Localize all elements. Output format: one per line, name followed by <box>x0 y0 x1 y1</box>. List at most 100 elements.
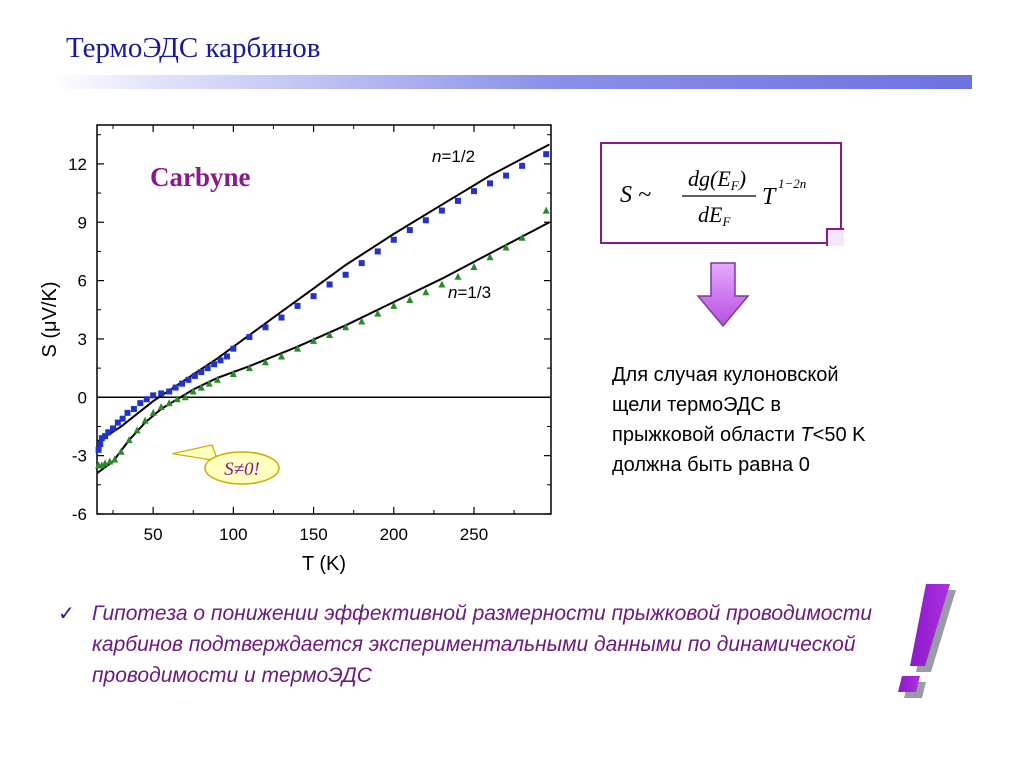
data-point-triangle <box>173 395 181 403</box>
data-point-triangle <box>342 323 350 331</box>
down-arrow-icon <box>696 262 750 328</box>
x-tick-label: 200 <box>380 525 408 544</box>
data-point-triangle <box>141 416 149 424</box>
data-point-square <box>191 372 198 379</box>
data-point-triangle <box>189 387 197 395</box>
formula-factor: T <box>762 184 777 210</box>
data-point-square <box>198 369 205 376</box>
data-point-square <box>217 357 224 364</box>
data-point-triangle <box>106 457 114 465</box>
chart-title: Carbyne <box>150 162 251 192</box>
series-label-n-third: n=1/3 <box>448 283 491 302</box>
data-point-triangle <box>518 233 526 241</box>
data-point-triangle <box>229 369 237 377</box>
x-tick-label: 50 <box>144 525 163 544</box>
explanation-line-2: щели термоЭДС в <box>612 394 782 416</box>
data-point-square <box>98 435 105 442</box>
data-point-triangle <box>438 280 446 288</box>
data-point-square <box>150 392 157 399</box>
data-point-square <box>487 180 494 187</box>
fit-line-n12 <box>96 143 550 443</box>
checkmark-icon: ✓ <box>58 603 75 625</box>
data-point-triangle <box>406 296 414 304</box>
data-point-triangle <box>310 336 318 344</box>
formula-box-corner-fold <box>826 228 844 246</box>
explanation-text: Для случая кулоновской щели термоЭДС в п… <box>612 360 952 480</box>
data-point-square <box>102 433 109 440</box>
y-tick-label: 0 <box>78 388 87 407</box>
data-point-triangle <box>261 358 269 366</box>
data-point-triangle <box>542 206 550 214</box>
data-point-square <box>119 415 126 422</box>
y-tick-label: 6 <box>78 272 87 291</box>
page-title: ТермоЭДС карбинов <box>66 32 321 64</box>
data-point-square <box>179 380 186 387</box>
explanation-line-3: прыжковой области T<50 K <box>612 420 952 450</box>
data-point-square <box>230 345 237 352</box>
data-point-triangle <box>149 408 157 416</box>
data-point-triangle <box>374 309 382 317</box>
x-tick-label: 100 <box>219 525 247 544</box>
title-underline-bar <box>52 75 972 89</box>
data-point-square <box>166 388 173 395</box>
explanation-line-3-post: <50 K <box>812 424 866 446</box>
y-tick-label: 3 <box>78 330 87 349</box>
y-tick-label: -6 <box>72 505 87 524</box>
data-point-triangle <box>326 331 334 339</box>
formula-lhs: S ~ <box>620 182 651 208</box>
data-point-square <box>223 353 230 360</box>
data-point-triangle <box>181 393 189 401</box>
data-point-triangle <box>197 383 205 391</box>
data-point-square <box>390 236 397 243</box>
fit-line-n13 <box>96 221 550 475</box>
x-axis-label: T (K) <box>302 553 346 575</box>
data-point-square <box>262 324 269 331</box>
plot-frame <box>96 124 552 515</box>
data-point-square <box>158 390 165 397</box>
data-point-square <box>422 217 429 224</box>
data-point-square <box>110 425 117 432</box>
x-tick-label: 250 <box>460 525 488 544</box>
data-point-triangle <box>502 243 510 251</box>
data-point-square <box>310 293 317 300</box>
data-point-triangle <box>101 459 109 467</box>
x-tick-label: 150 <box>299 525 327 544</box>
data-point-square <box>278 314 285 321</box>
callout-bubble <box>204 451 280 485</box>
data-point-square <box>143 396 150 403</box>
data-point-square <box>294 302 301 309</box>
data-point-triangle <box>165 399 173 407</box>
exclamation-icon <box>898 584 956 698</box>
data-point-square <box>124 409 131 416</box>
data-point-triangle <box>133 426 141 434</box>
data-point-square <box>185 376 192 383</box>
data-point-square <box>130 405 137 412</box>
thermopower-chart: -6 -3 0 3 6 9 12 50 100 150 200 250 T (K) S (μV/K) Car… <box>39 124 552 575</box>
data-point-square <box>326 281 333 288</box>
data-point-square <box>211 361 218 368</box>
data-point-square <box>246 334 253 341</box>
y-tick-label: -3 <box>72 447 87 466</box>
data-point-triangle <box>213 375 221 383</box>
formula-numerator: dg(EF) <box>688 166 746 193</box>
data-point-square <box>105 429 112 436</box>
thermopower-formula: S ~ dg(EF) dEF T 1−2n <box>618 160 828 237</box>
data-point-square <box>358 260 365 267</box>
data-point-square <box>438 207 445 214</box>
callout-pointer <box>172 444 219 462</box>
data-point-triangle <box>205 379 213 387</box>
explanation-line-4: должна быть равна 0 <box>612 454 810 476</box>
data-point-triangle <box>358 317 366 325</box>
data-point-triangle <box>245 364 253 372</box>
formula-box <box>600 142 842 244</box>
data-point-triangle <box>486 253 494 261</box>
data-point-triangle <box>454 272 462 280</box>
series-label-n-half: n=1/2 <box>432 147 475 166</box>
formula-exponent: 1−2n <box>778 176 806 191</box>
data-point-triangle <box>111 455 119 463</box>
data-point-square <box>470 188 477 195</box>
explanation-temperature-var: T <box>800 424 813 446</box>
y-tick-label: 12 <box>68 155 87 174</box>
data-point-square <box>503 172 510 179</box>
data-point-square <box>97 440 104 447</box>
